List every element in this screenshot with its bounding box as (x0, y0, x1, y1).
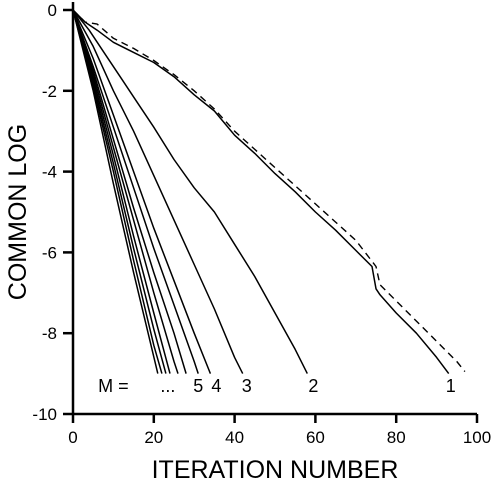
series-label: 2 (308, 376, 318, 396)
x-tick-label: 20 (144, 428, 163, 447)
y-axis-title: COMMON LOG (4, 124, 32, 300)
y-tick-label: -6 (42, 243, 57, 262)
series-line-10 (72, 9, 163, 374)
series-labels: M =... 5 4 3 2 1 (98, 376, 456, 396)
series-line-1 (72, 9, 450, 375)
series-line-11 (72, 9, 159, 374)
x-tick-label: 0 (68, 428, 77, 447)
series-label: M = (98, 376, 129, 396)
x-tick-label: 40 (225, 428, 244, 447)
axes: 0 20 40 60 80 100 0 -2 -4 -6 -8 -10 (32, 1, 491, 447)
x-tick-label: 60 (306, 428, 325, 447)
series-label: 5 (193, 376, 203, 396)
x-tick-label: 100 (463, 428, 491, 447)
series-line-7 (72, 9, 179, 374)
y-tick-label: -8 (42, 324, 57, 343)
series-line-8 (72, 9, 171, 374)
y-tick-label: -2 (42, 82, 57, 101)
series-line-4 (72, 9, 212, 374)
series-line-9 (72, 9, 167, 374)
series-line-2 (72, 9, 308, 374)
series-line-dashed (72, 9, 466, 373)
series-label: 3 (242, 376, 252, 396)
y-tick-label: -4 (42, 163, 57, 182)
x-axis-title: ITERATION NUMBER (152, 456, 399, 484)
y-tick-label: -10 (32, 405, 57, 424)
series-line-3 (72, 9, 244, 374)
series-line-6 (72, 9, 187, 374)
series-label: 4 (211, 376, 221, 396)
series-label: ... (160, 376, 175, 396)
series-layer (72, 9, 466, 375)
series-line-5 (72, 9, 199, 374)
x-tick-label: 80 (387, 428, 406, 447)
series-label: 1 (446, 376, 456, 396)
y-tick-label: 0 (48, 1, 57, 20)
